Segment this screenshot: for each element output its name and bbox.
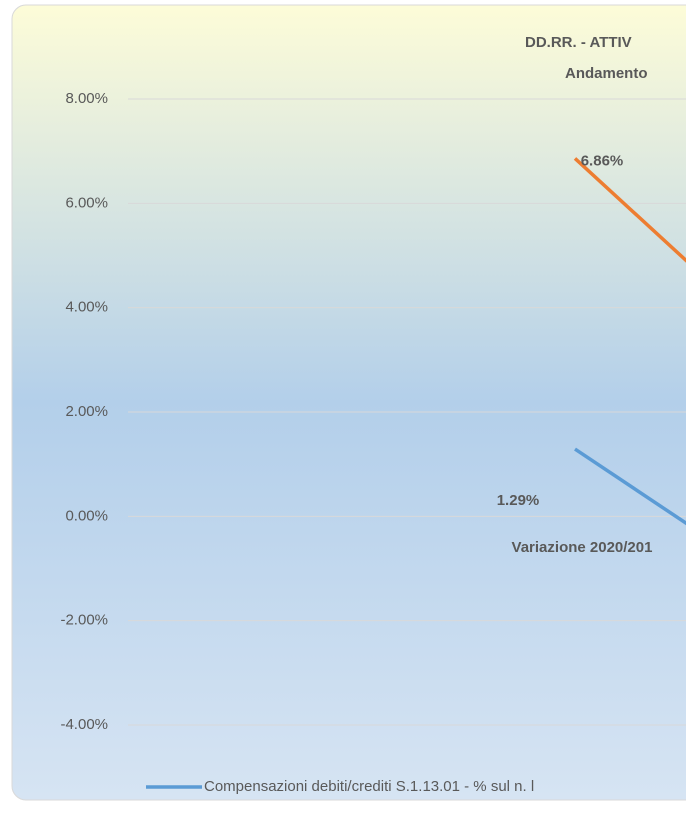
- y-tick-label: 4.00%: [65, 299, 108, 316]
- series-line: [574, 447, 686, 526]
- chart-title: DD.RR. - ATTIV: [525, 34, 632, 51]
- y-tick-label: -2.00%: [60, 612, 108, 629]
- y-tick-label: 2.00%: [65, 403, 108, 420]
- y-tick-label: 8.00%: [65, 90, 108, 107]
- y-tick-label: 0.00%: [65, 507, 108, 524]
- data-label: 6.86%: [581, 152, 624, 169]
- data-label: 1.29%: [497, 492, 540, 509]
- y-tick-label: -4.00%: [60, 716, 108, 733]
- panel: [11, 4, 686, 801]
- series-line: [573, 157, 686, 263]
- y-tick-label: 6.00%: [65, 194, 108, 211]
- chart-subtitle: Andamento: [565, 65, 648, 82]
- legend-label: Compensazioni debiti/crediti S.1.13.01 -…: [204, 778, 534, 795]
- x-tick-label: Variazione 2020/201: [512, 539, 653, 556]
